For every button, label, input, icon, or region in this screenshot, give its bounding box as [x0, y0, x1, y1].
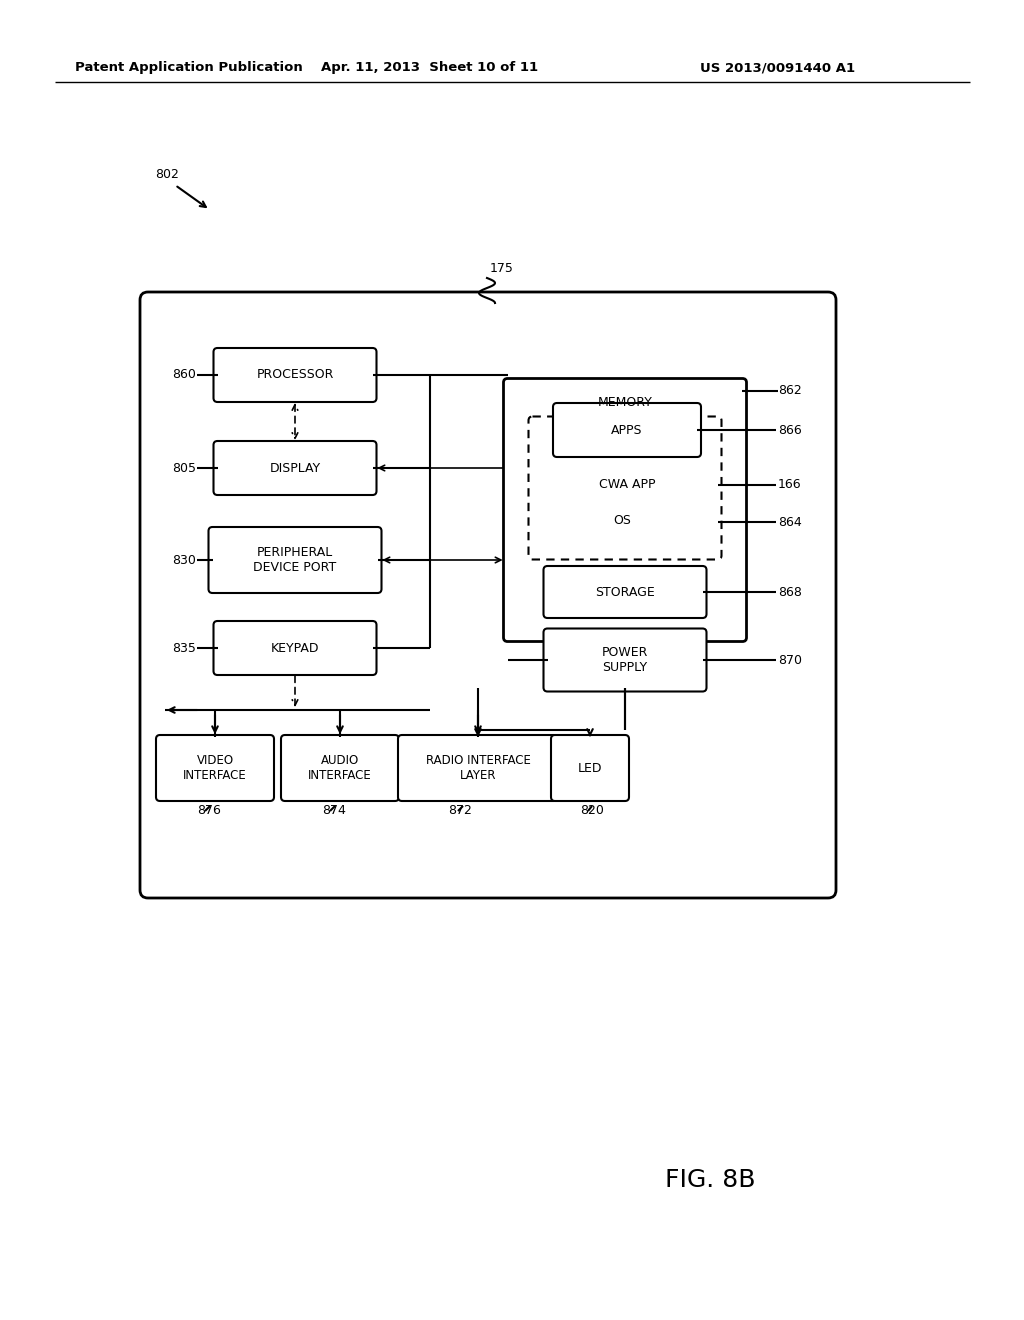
Text: 830: 830 [172, 553, 196, 566]
Text: FIG. 8B: FIG. 8B [665, 1168, 756, 1192]
Text: 175: 175 [490, 261, 514, 275]
FancyBboxPatch shape [281, 735, 399, 801]
Text: 876: 876 [197, 804, 221, 817]
FancyBboxPatch shape [398, 735, 558, 801]
FancyBboxPatch shape [213, 348, 377, 403]
Text: PROCESSOR: PROCESSOR [256, 368, 334, 381]
Text: CWA APP: CWA APP [599, 479, 655, 491]
Text: 860: 860 [172, 368, 196, 381]
FancyBboxPatch shape [553, 403, 701, 457]
Text: KEYPAD: KEYPAD [270, 642, 319, 655]
Text: LED: LED [578, 762, 602, 775]
Text: 820: 820 [580, 804, 604, 817]
Text: US 2013/0091440 A1: US 2013/0091440 A1 [700, 62, 855, 74]
Text: 166: 166 [778, 479, 802, 491]
Text: 872: 872 [449, 804, 472, 817]
Text: 864: 864 [778, 516, 802, 528]
Text: APPS: APPS [611, 424, 643, 437]
FancyBboxPatch shape [504, 379, 746, 642]
Text: MEMORY: MEMORY [598, 396, 652, 409]
FancyBboxPatch shape [544, 628, 707, 692]
Text: PERIPHERAL
DEVICE PORT: PERIPHERAL DEVICE PORT [253, 546, 337, 574]
FancyBboxPatch shape [551, 735, 629, 801]
Text: 805: 805 [172, 462, 196, 474]
Text: VIDEO
INTERFACE: VIDEO INTERFACE [183, 754, 247, 781]
FancyBboxPatch shape [140, 292, 836, 898]
Text: Patent Application Publication: Patent Application Publication [75, 62, 303, 74]
Text: POWER
SUPPLY: POWER SUPPLY [602, 645, 648, 675]
Text: Apr. 11, 2013  Sheet 10 of 11: Apr. 11, 2013 Sheet 10 of 11 [322, 62, 539, 74]
Text: STORAGE: STORAGE [595, 586, 655, 598]
Text: 870: 870 [778, 653, 802, 667]
Text: 862: 862 [778, 384, 802, 397]
FancyBboxPatch shape [213, 441, 377, 495]
FancyBboxPatch shape [213, 620, 377, 675]
Text: 868: 868 [778, 586, 802, 598]
Text: AUDIO
INTERFACE: AUDIO INTERFACE [308, 754, 372, 781]
FancyBboxPatch shape [544, 566, 707, 618]
Text: OS: OS [613, 513, 631, 527]
FancyBboxPatch shape [528, 417, 722, 560]
FancyBboxPatch shape [209, 527, 382, 593]
Text: DISPLAY: DISPLAY [269, 462, 321, 474]
Text: 835: 835 [172, 642, 196, 655]
Text: 866: 866 [778, 424, 802, 437]
FancyBboxPatch shape [156, 735, 274, 801]
Text: 802: 802 [155, 169, 179, 181]
Text: 874: 874 [322, 804, 346, 817]
Text: RADIO INTERFACE
LAYER: RADIO INTERFACE LAYER [426, 754, 530, 781]
